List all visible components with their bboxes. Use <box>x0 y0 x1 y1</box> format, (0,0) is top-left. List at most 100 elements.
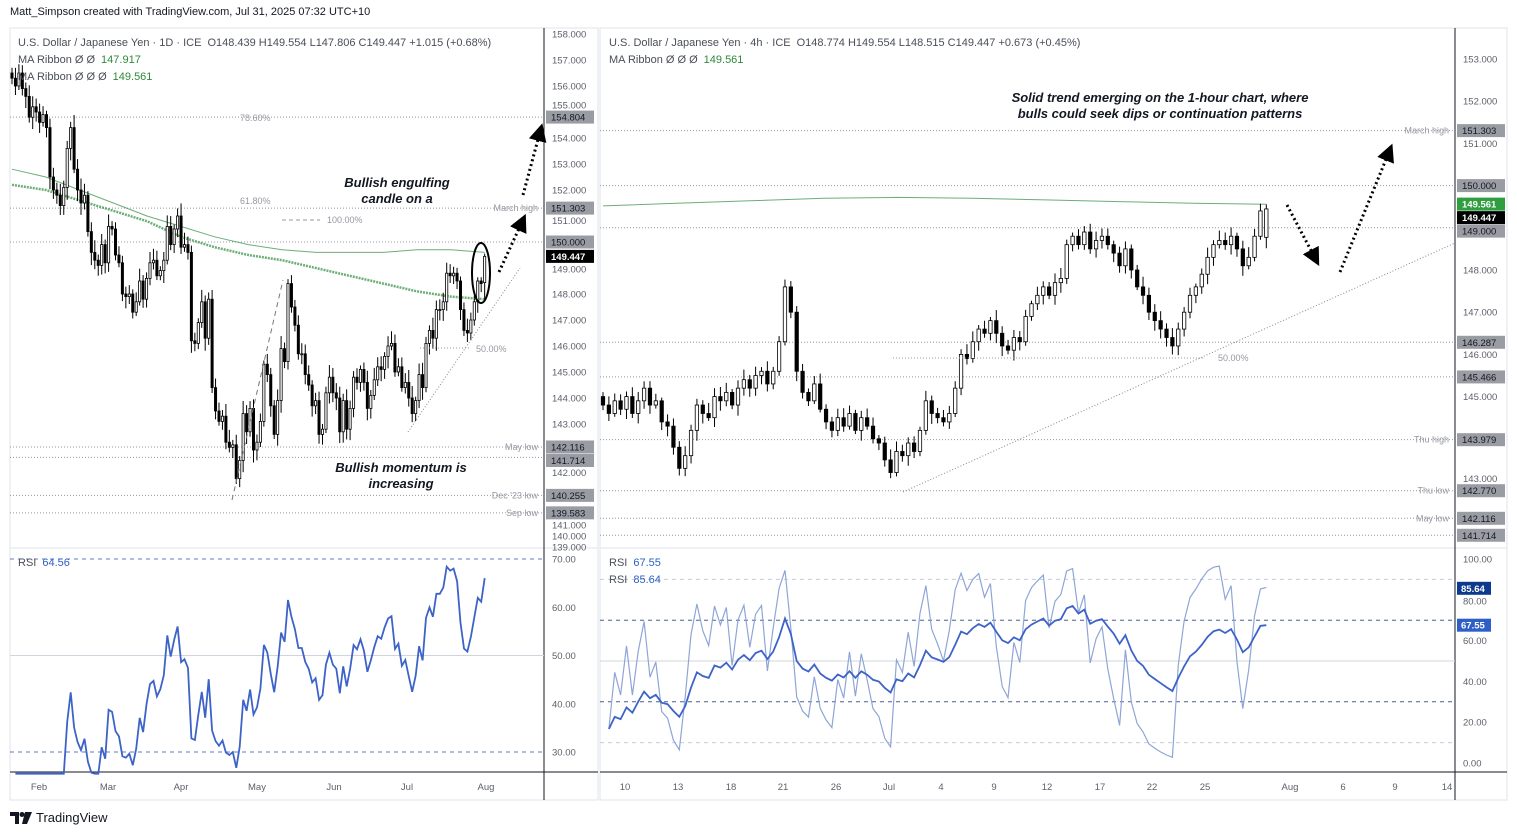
candle[interactable] <box>303 353 307 375</box>
candle[interactable] <box>158 270 162 277</box>
arrow-continuation-up[interactable] <box>1338 143 1394 273</box>
candle[interactable] <box>1187 294 1193 313</box>
candle[interactable] <box>124 293 128 297</box>
rsi-fast-line[interactable] <box>608 565 1267 759</box>
candle[interactable] <box>134 301 138 313</box>
candle[interactable] <box>465 329 469 334</box>
candle[interactable] <box>441 301 445 310</box>
candle[interactable] <box>1017 337 1022 343</box>
candle[interactable] <box>771 370 776 385</box>
candle[interactable] <box>1228 235 1234 246</box>
candle[interactable] <box>865 417 870 427</box>
candle[interactable] <box>835 417 840 431</box>
candle[interactable] <box>1193 286 1198 296</box>
candle[interactable] <box>379 366 383 370</box>
candle[interactable] <box>141 280 145 300</box>
candle[interactable] <box>421 374 425 389</box>
candle[interactable] <box>24 88 28 97</box>
candle[interactable] <box>424 342 428 388</box>
candle[interactable] <box>438 309 442 312</box>
candle[interactable] <box>352 376 356 409</box>
candle[interactable] <box>958 353 964 389</box>
ma-slow-line[interactable] <box>602 196 1267 207</box>
candle[interactable] <box>455 272 459 282</box>
candle[interactable] <box>452 272 456 277</box>
candle[interactable] <box>317 400 321 435</box>
candle[interactable] <box>434 309 438 339</box>
candle[interactable] <box>372 379 376 396</box>
candle[interactable] <box>10 72 14 79</box>
candle[interactable] <box>765 370 770 385</box>
candle[interactable] <box>724 391 729 402</box>
candle[interactable] <box>45 114 49 128</box>
candle[interactable] <box>234 444 238 479</box>
candle[interactable] <box>79 189 83 204</box>
candle[interactable] <box>107 225 111 264</box>
fib-anchor-line[interactable] <box>231 279 284 501</box>
candle[interactable] <box>794 311 799 372</box>
candle[interactable] <box>227 441 231 448</box>
candle[interactable] <box>51 176 55 191</box>
right-chart-4h[interactable]: March high Thu high Thu low May low 153.000 1… <box>600 55 1505 794</box>
candle[interactable] <box>636 400 641 414</box>
candle[interactable] <box>41 114 45 123</box>
candle[interactable] <box>217 410 221 422</box>
right-trendline[interactable] <box>902 242 1456 493</box>
ma-slow-line[interactable] <box>11 168 485 253</box>
rsi-line[interactable] <box>15 564 486 775</box>
candle[interactable] <box>251 407 255 451</box>
candle[interactable] <box>1093 240 1099 250</box>
candle[interactable] <box>1152 311 1157 322</box>
candle[interactable] <box>414 400 418 415</box>
candle[interactable] <box>31 106 35 118</box>
candle[interactable] <box>1252 235 1257 258</box>
candle[interactable] <box>829 421 835 431</box>
candle[interactable] <box>365 381 369 409</box>
candle[interactable] <box>647 387 653 406</box>
candle[interactable] <box>458 280 462 311</box>
candle[interactable] <box>741 379 746 389</box>
candle[interactable] <box>162 259 166 272</box>
candle[interactable] <box>448 272 452 277</box>
candle[interactable] <box>55 189 59 196</box>
candle[interactable] <box>169 225 173 245</box>
candle[interactable] <box>103 244 107 264</box>
candle[interactable] <box>293 306 297 326</box>
candle[interactable] <box>1029 303 1034 317</box>
candle[interactable] <box>27 96 31 118</box>
candle[interactable] <box>1158 320 1163 330</box>
candle[interactable] <box>923 400 928 431</box>
candle[interactable] <box>241 413 245 461</box>
candle[interactable] <box>165 225 169 261</box>
candle[interactable] <box>341 400 345 433</box>
candle[interactable] <box>220 415 224 422</box>
candle[interactable] <box>759 370 764 376</box>
candle[interactable] <box>1052 282 1058 296</box>
candle[interactable] <box>1011 337 1017 351</box>
candle[interactable] <box>618 400 623 410</box>
candle[interactable] <box>76 168 80 191</box>
candle[interactable] <box>417 374 421 402</box>
candle[interactable] <box>34 106 38 113</box>
candle[interactable] <box>1111 244 1116 254</box>
candle[interactable] <box>1099 235 1105 241</box>
candle[interactable] <box>324 392 328 430</box>
candle[interactable] <box>1117 252 1122 267</box>
candle[interactable] <box>600 396 606 406</box>
candle[interactable] <box>151 259 155 264</box>
candle[interactable] <box>145 277 149 300</box>
candle[interactable] <box>900 451 905 457</box>
candle[interactable] <box>1135 269 1140 288</box>
candle[interactable] <box>483 255 487 283</box>
candle[interactable] <box>1258 210 1263 237</box>
candle[interactable] <box>847 413 852 427</box>
candle[interactable] <box>314 400 318 407</box>
candle[interactable] <box>289 283 293 308</box>
candle[interactable] <box>58 194 62 206</box>
candle[interactable] <box>823 408 829 423</box>
candle[interactable] <box>245 413 249 433</box>
candle[interactable] <box>1140 286 1146 296</box>
candle[interactable] <box>1223 240 1228 246</box>
candle[interactable] <box>276 400 280 435</box>
